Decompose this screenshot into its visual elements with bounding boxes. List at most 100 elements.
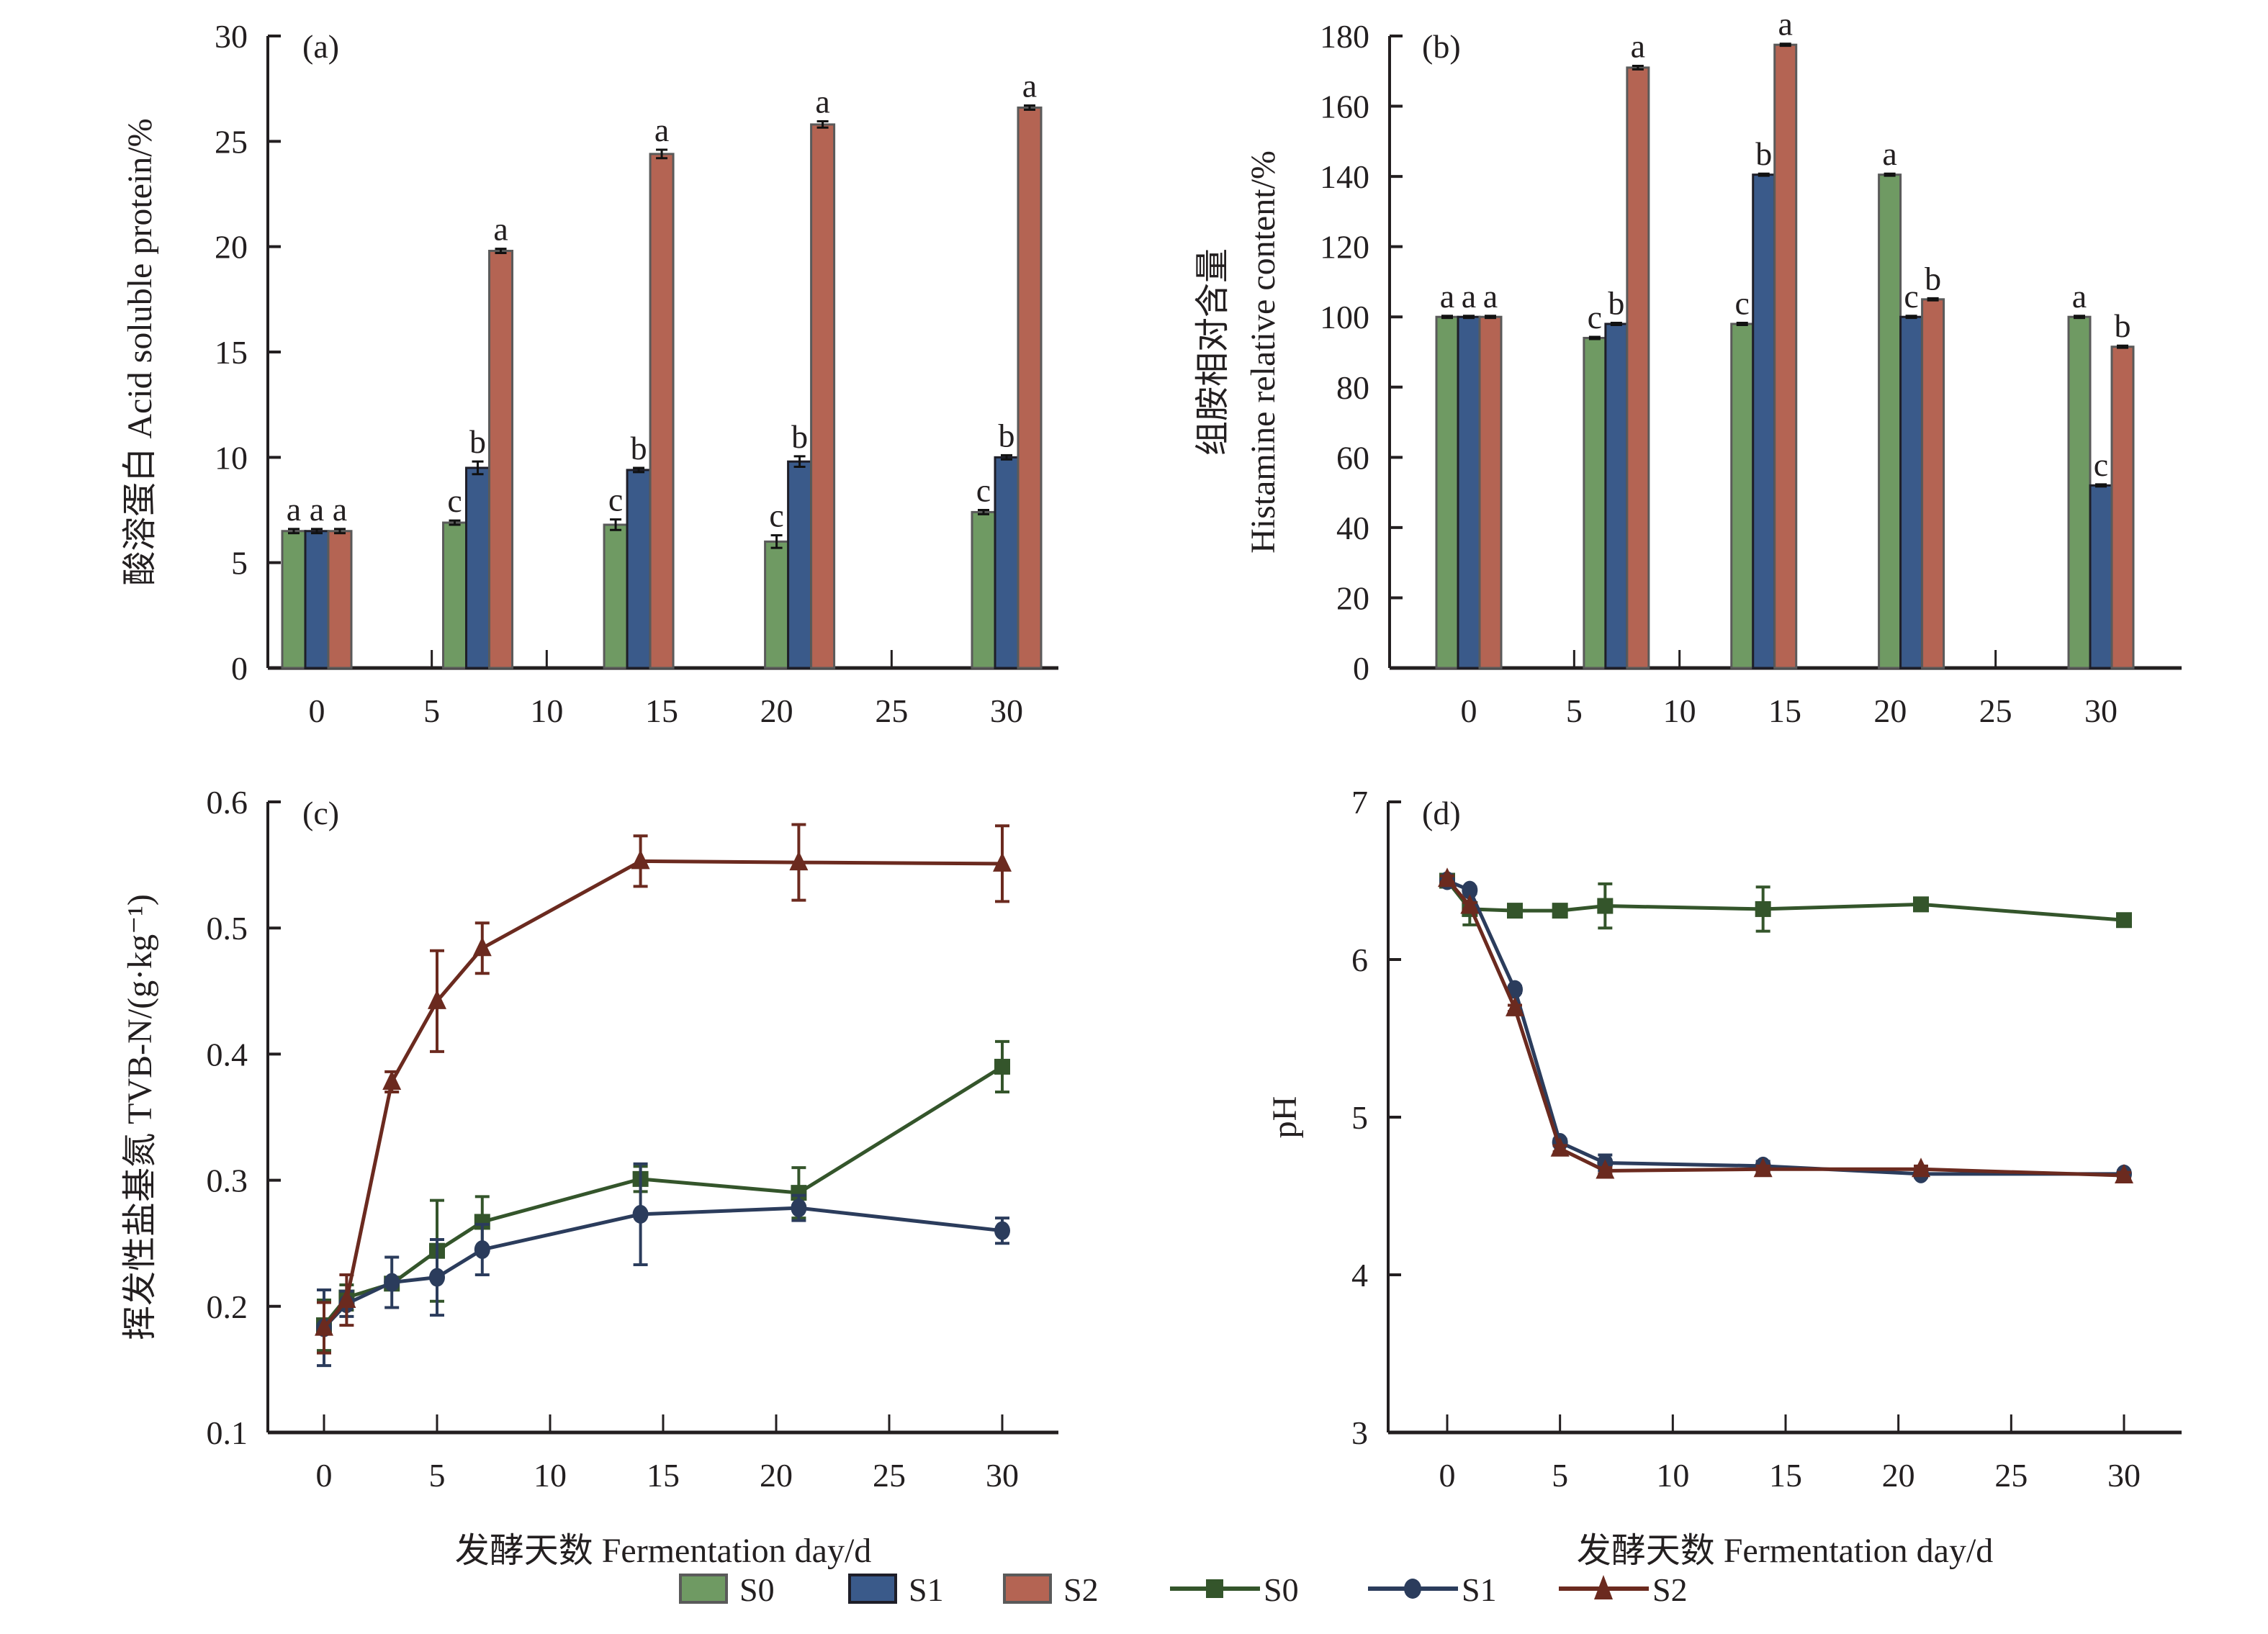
x-tick-label: 20 xyxy=(1882,1457,1915,1494)
bar-S2 xyxy=(488,250,514,669)
series-line-S1 xyxy=(323,1206,1003,1330)
marker-square xyxy=(994,1058,1010,1075)
y-tick-label: 0.2 xyxy=(207,1288,248,1325)
legend-swatch-bar-S1 xyxy=(848,1574,897,1604)
x-tick-label: 25 xyxy=(1979,692,2012,729)
marker-triangle xyxy=(1506,996,1524,1016)
series-line-S0 xyxy=(323,1065,1004,1327)
marker-triangle xyxy=(1550,1137,1570,1157)
y-tick-label: 30 xyxy=(215,18,248,55)
legend-label: S0 xyxy=(1264,1571,1299,1608)
marker-circle xyxy=(994,1221,1010,1240)
x-tick-label: 5 xyxy=(429,1457,446,1494)
x-tick-label: 25 xyxy=(873,1457,906,1494)
legend-swatch-bar-S2 xyxy=(1003,1574,1052,1604)
series-line-S2 xyxy=(1446,877,2125,1178)
significance-letter: a xyxy=(1778,6,1793,42)
bar-S1 xyxy=(994,456,1020,669)
x-tick-label: 15 xyxy=(1768,692,1801,729)
bar-S2 xyxy=(649,153,675,669)
bar-S2 xyxy=(1626,66,1650,669)
panel-label: (d) xyxy=(1422,795,1461,831)
y-tick-label: 0 xyxy=(231,650,248,687)
significance-letter: a xyxy=(815,83,829,120)
x-tick-label: 0 xyxy=(1461,692,1477,729)
significance-letter: a xyxy=(333,491,347,528)
bar-S2 xyxy=(1017,107,1043,669)
y-tick-label: 10 xyxy=(215,439,248,476)
bar-S0 xyxy=(1878,173,1902,669)
y-tick-label: 0.3 xyxy=(207,1163,248,1199)
legend-label: S2 xyxy=(1063,1571,1099,1608)
x-axis-label: 发酵天数 Fermentation day/d xyxy=(1577,1532,1994,1570)
legend-label: S0 xyxy=(739,1571,775,1608)
bar-S1 xyxy=(1899,315,1924,669)
significance-letter: c xyxy=(1904,278,1918,315)
y-tick-label: 20 xyxy=(215,229,248,266)
y-tick-label: 3 xyxy=(1351,1414,1368,1451)
bar-S1 xyxy=(1457,315,1481,669)
x-tick-label: 10 xyxy=(1656,1457,1689,1494)
x-tick-label: 5 xyxy=(423,692,440,729)
marker-square xyxy=(1507,903,1523,919)
x-tick-label: 0 xyxy=(1439,1457,1456,1494)
legend-label: S1 xyxy=(1462,1571,1497,1608)
significance-letter: b xyxy=(631,430,647,466)
significance-letter: a xyxy=(287,491,301,528)
bar-S2 xyxy=(810,123,836,669)
marker-triangle xyxy=(1460,894,1480,914)
marker-circle xyxy=(429,1268,445,1287)
panel-c-tvbn: 0.1 0.2 0.3 0.4 0.5 0.6 0 5 10 15 20 25 30 (c) 挥发性盐基氮 … xyxy=(121,784,1058,1570)
legend-marker-circle xyxy=(1404,1579,1421,1599)
x-axis-label: 发酵天数 Fermentation day/d xyxy=(455,1532,872,1570)
bar-S0 xyxy=(442,521,468,669)
series-line-S0 xyxy=(1446,879,2125,922)
bar-S0 xyxy=(764,540,790,669)
y-tick-label: 5 xyxy=(1351,1099,1368,1136)
y-tick-label: 15 xyxy=(215,334,248,371)
marker-triangle xyxy=(789,851,809,871)
significance-letter: a xyxy=(654,112,669,148)
significance-letter: b xyxy=(1755,135,1772,172)
y-tick-label: 25 xyxy=(215,123,248,160)
significance-letter: a xyxy=(1882,135,1896,172)
significance-letter: b xyxy=(1925,260,1941,297)
series-line-S1 xyxy=(1446,879,2124,1176)
y-tick-label: 0.4 xyxy=(207,1036,248,1073)
y-tick-label: 120 xyxy=(1320,229,1369,266)
bar-S2 xyxy=(1921,298,1945,669)
y-axis-label: 酸溶蛋白 Acid soluble protein/% xyxy=(121,118,159,585)
panel-d-ph: 3 4 5 6 7 0 5 10 15 20 25 30 (d) pH 发酵天数 Fermentation … xyxy=(1266,784,2182,1570)
significance-letter: c xyxy=(1588,299,1602,335)
x-tick-label: 30 xyxy=(990,692,1023,729)
y-tick-label: 0.5 xyxy=(207,910,248,947)
y-axis-label: 挥发性盐基氮 TVB-N/(g·kg⁻¹) xyxy=(121,894,159,1340)
significance-letter: b xyxy=(791,418,808,455)
x-tick-label: 10 xyxy=(534,1457,567,1494)
y-tick-label: 40 xyxy=(1336,510,1369,546)
significance-letter: a xyxy=(1631,27,1645,64)
marker-triangle xyxy=(472,936,492,957)
x-tick-label: 10 xyxy=(530,692,563,729)
x-tick-label: 10 xyxy=(1663,692,1696,729)
legend-swatch-bar-S0 xyxy=(679,1574,728,1604)
x-tick-label: 30 xyxy=(2107,1457,2141,1494)
bar-S0 xyxy=(2067,315,2092,669)
x-tick-label: 30 xyxy=(2084,692,2118,729)
marker-circle xyxy=(474,1240,490,1259)
bar-S0 xyxy=(971,510,996,669)
significance-letter: a xyxy=(310,491,324,528)
marker-triangle xyxy=(2115,1164,2133,1184)
y-tick-label: 60 xyxy=(1336,439,1369,476)
legend-label: S2 xyxy=(1652,1571,1688,1608)
marker-circle xyxy=(791,1199,807,1218)
x-tick-label: 5 xyxy=(1552,1457,1568,1494)
bar-S1 xyxy=(787,460,813,669)
bar-S1 xyxy=(465,466,491,669)
bar-S1 xyxy=(1752,173,1776,669)
y-tick-label: 0.6 xyxy=(207,784,248,821)
panel-label: (b) xyxy=(1422,28,1461,65)
y-tick-label: 5 xyxy=(231,545,248,582)
y-tick-label: 80 xyxy=(1336,369,1369,406)
significance-letter: b xyxy=(2115,307,2131,344)
